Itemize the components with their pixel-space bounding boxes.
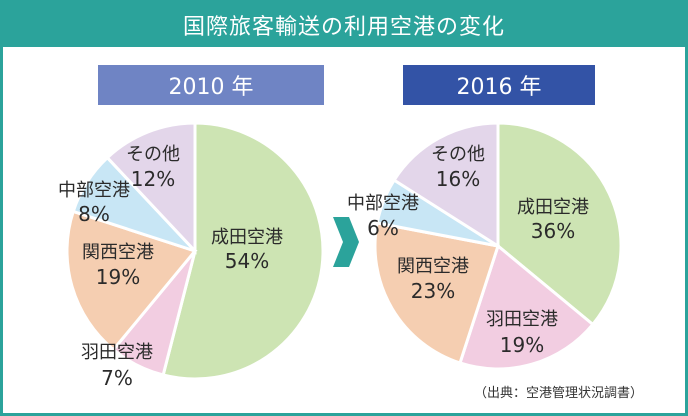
pie-2010-label-other: その他	[126, 144, 180, 165]
pie-2010-slice-kansai	[65, 209, 198, 352]
pie-2010-value-chubu: 8%	[78, 202, 110, 226]
pie-2016-label-kansai: 関西空港	[397, 256, 469, 277]
pie-2010-label-chubu: 中部空港	[58, 180, 130, 201]
pie-2016-label-haneda: 羽田空港	[486, 309, 558, 330]
pie-2016-value-chubu: 6%	[367, 216, 399, 240]
pie-2016-label-other: その他	[431, 144, 485, 165]
pie-2016-value-kansai: 23%	[411, 279, 455, 303]
pie-2016-label-chubu: 中部空港	[347, 193, 419, 214]
pie-2016-slice-narita	[496, 121, 623, 327]
transition-arrow-icon	[333, 217, 359, 267]
pie-2016-slice-kansai	[373, 221, 500, 365]
pie-2010-value-narita: 54%	[225, 249, 269, 273]
pie-2010-value-other: 12%	[131, 167, 175, 191]
pie-2010-label-kansai: 関西空港	[82, 242, 154, 263]
pie-2016-title: 2016 年	[403, 65, 595, 105]
pie-2010-slice-other	[105, 121, 197, 255]
source-note: （出典：空港管理状況調書）	[473, 386, 643, 401]
pie-2016-slice-haneda	[458, 243, 595, 371]
pie-2016-slice-other	[392, 121, 500, 249]
pie-2016-value-narita: 36%	[531, 219, 575, 243]
pie-2016-value-haneda: 19%	[500, 333, 544, 357]
pie-2016-label-narita: 成田空港	[517, 197, 589, 218]
pie-2010-value-kansai: 19%	[96, 265, 140, 289]
pie-2010-value-haneda: 7%	[101, 366, 133, 390]
pie-2010-slice-narita	[161, 121, 325, 381]
pie-2010-title: 2010 年	[98, 65, 324, 105]
pie-2010-label-narita: 成田空港	[211, 227, 283, 248]
pie-2010-label-haneda: 羽田空港	[81, 342, 153, 363]
pie-2016-value-other: 16%	[436, 167, 480, 191]
chart-title: 国際旅客輸送の利用空港の変化	[3, 3, 685, 47]
